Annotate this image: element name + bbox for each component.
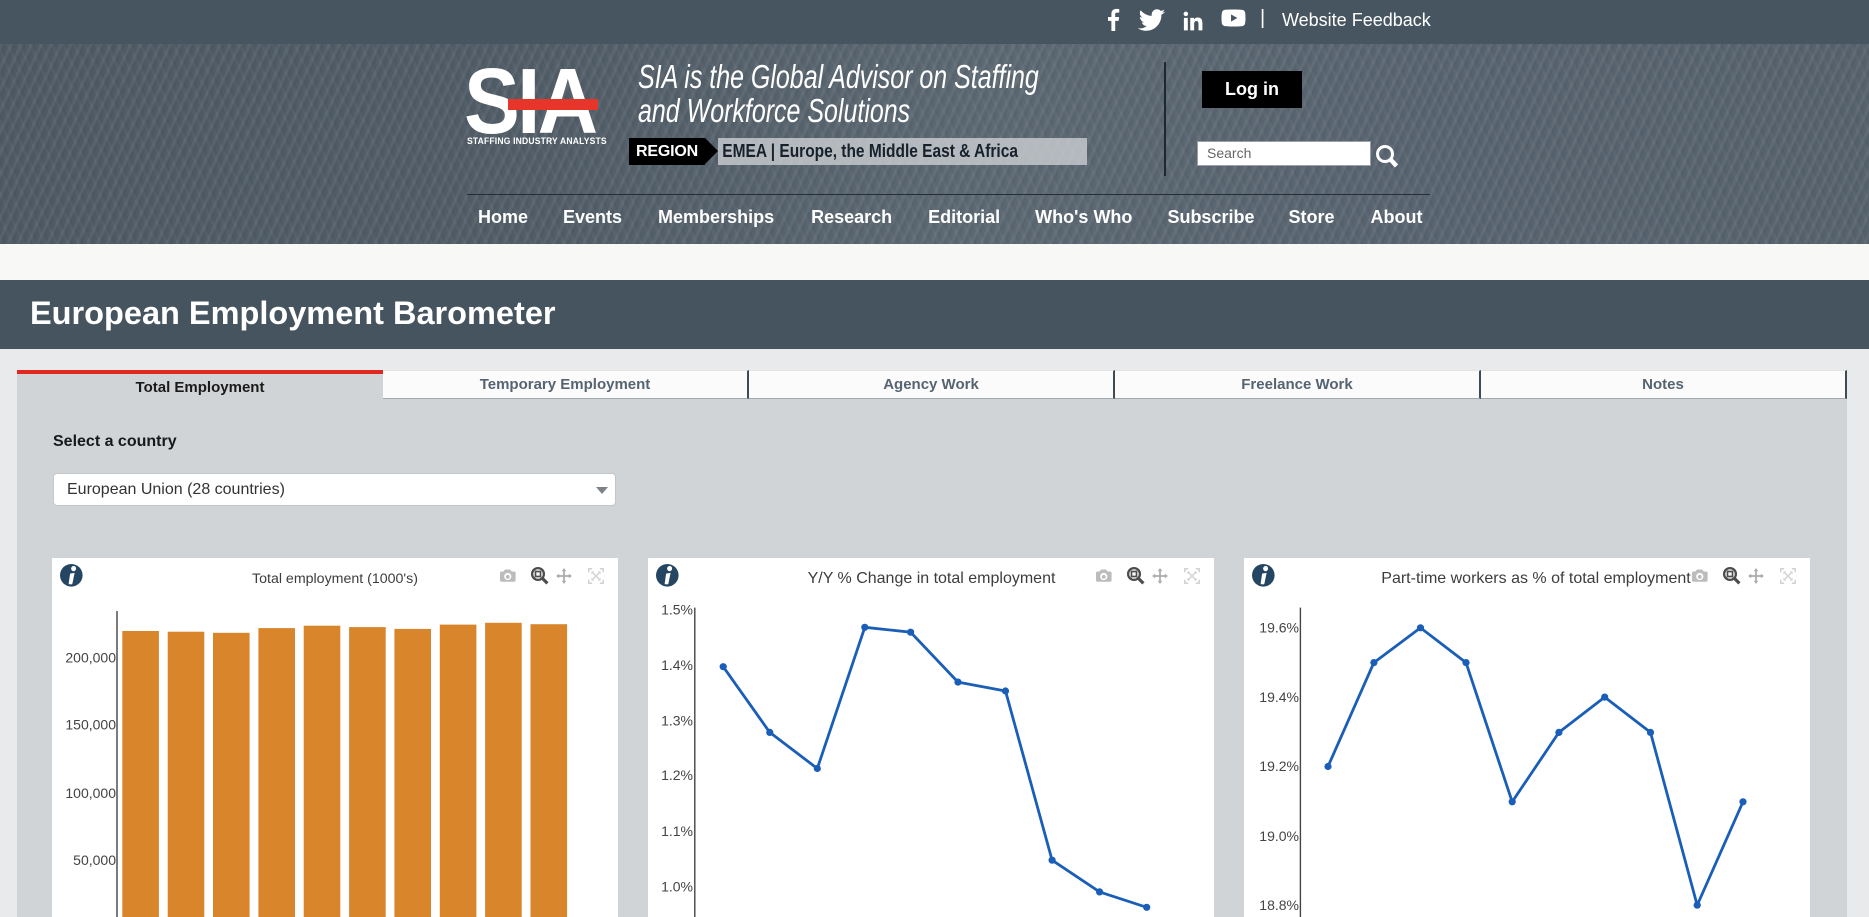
svg-text:150,000: 150,000 [65,717,116,733]
svg-text:100,000: 100,000 [65,785,116,801]
svg-text:1.4%: 1.4% [661,657,693,673]
svg-text:19.4%: 19.4% [1259,689,1299,705]
svg-text:Y/Y % Change in total employme: Y/Y % Change in total employment [808,570,1056,587]
svg-text:19.6%: 19.6% [1259,620,1299,636]
svg-text:1.1%: 1.1% [661,823,693,839]
svg-text:1.2%: 1.2% [661,767,693,783]
svg-text:Total employment (1000's): Total employment (1000's) [252,571,418,587]
svg-text:19.2%: 19.2% [1259,758,1299,774]
svg-text:Part-time workers as % of tota: Part-time workers as % of total employme… [1381,570,1691,587]
svg-text:19.0%: 19.0% [1259,828,1299,844]
svg-text:1.3%: 1.3% [661,712,693,728]
svg-text:1.5%: 1.5% [661,602,693,618]
svg-text:200,000: 200,000 [65,649,116,665]
svg-text:1.0%: 1.0% [661,879,693,895]
svg-text:18.8%: 18.8% [1259,897,1299,913]
svg-text:50,000: 50,000 [73,852,116,868]
